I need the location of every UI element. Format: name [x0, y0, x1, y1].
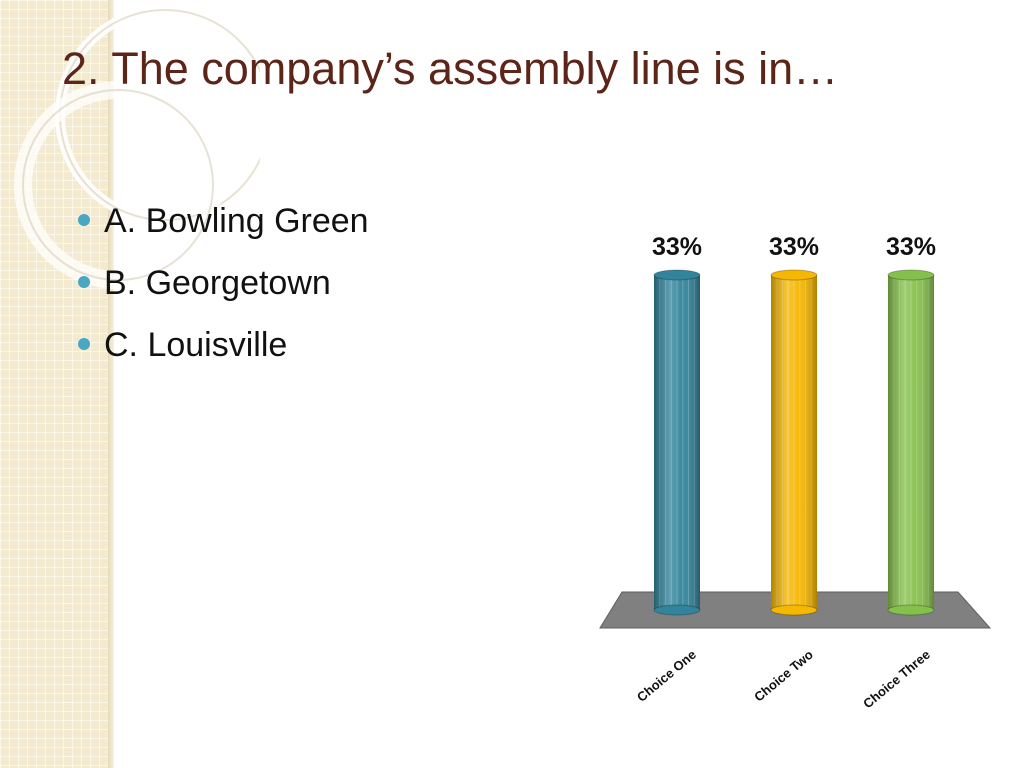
answer-option-c: C. Louisville: [78, 314, 369, 376]
side-strip-shadow: [108, 0, 114, 768]
bullet-icon: [78, 276, 90, 288]
answer-option-b: B. Georgetown: [78, 252, 369, 314]
category-label-choice-3: Choice Three: [860, 647, 933, 711]
data-label-choice-3: 33%: [886, 233, 936, 261]
decorative-swirl-graphic: [14, 5, 260, 289]
page-title: 2. The company’s assembly line is in…: [62, 43, 839, 94]
bullet-icon: [78, 338, 90, 350]
bar-choice-3: [887, 269, 935, 616]
answer-option-label: C. Louisville: [104, 326, 288, 364]
data-label-choice-1: 33%: [652, 233, 702, 261]
bar-choice-1: [653, 269, 701, 616]
answer-option-a: A. Bowling Green: [78, 190, 369, 252]
bar-choice-2: [770, 269, 818, 616]
answer-option-label: B. Georgetown: [104, 264, 331, 302]
response-bar-chart: 33% Choice One 33% Choice Two 33% Choice Thre…: [599, 233, 992, 711]
data-label-choice-2: 33%: [769, 233, 819, 261]
answer-options-list: A. Bowling Green B. Georgetown C. Louisv…: [78, 190, 369, 376]
category-label-choice-2: Choice Two: [751, 647, 816, 705]
answer-option-label: A. Bowling Green: [104, 202, 369, 240]
category-label-choice-1: Choice One: [634, 647, 699, 705]
bullet-icon: [78, 214, 90, 226]
